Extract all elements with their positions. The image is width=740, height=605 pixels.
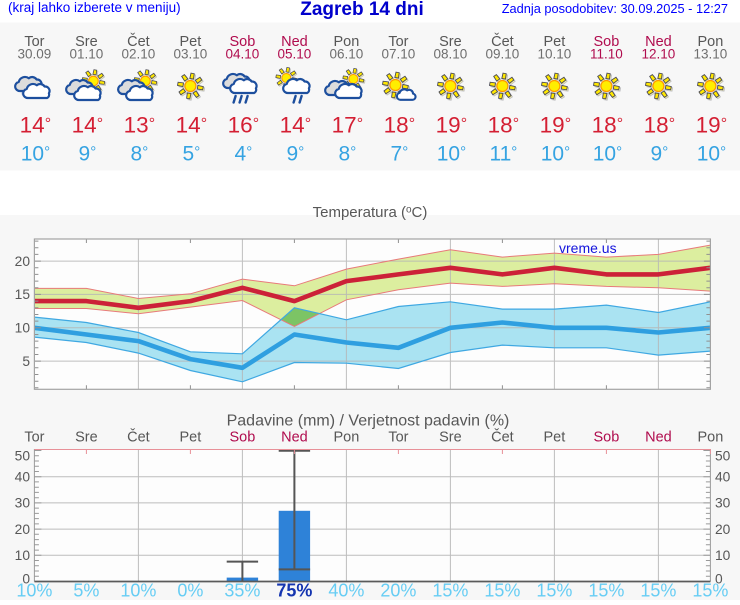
svg-text:10: 10 — [715, 548, 731, 563]
svg-text:20: 20 — [15, 254, 31, 269]
svg-text:10%: 10% — [16, 581, 52, 601]
svg-text:Pon: Pon — [333, 34, 359, 50]
svg-text:0: 0 — [22, 571, 30, 586]
svg-text:03.10: 03.10 — [174, 47, 208, 62]
svg-text:Pon: Pon — [697, 430, 723, 446]
svg-text:9°: 9° — [79, 143, 97, 166]
svg-text:9°: 9° — [651, 143, 669, 166]
svg-text:35%: 35% — [224, 581, 260, 601]
svg-text:Čet: Čet — [127, 429, 150, 446]
svg-text:10°: 10° — [697, 143, 726, 166]
svg-text:8°: 8° — [131, 143, 149, 166]
svg-text:10°: 10° — [437, 143, 466, 166]
svg-text:40: 40 — [15, 470, 31, 485]
svg-text:15%: 15% — [640, 581, 676, 601]
svg-text:01.10: 01.10 — [70, 47, 104, 62]
svg-text:Čet: Čet — [127, 33, 150, 50]
svg-text:15%: 15% — [536, 581, 572, 601]
svg-text:02.10: 02.10 — [122, 47, 156, 62]
svg-text:Zadnja posodobitev: 30.09.2025: Zadnja posodobitev: 30.09.2025 - 12:27 — [502, 1, 728, 16]
svg-text:(kraj lahko izberete v meniju): (kraj lahko izberete v meniju) — [8, 0, 181, 15]
svg-text:9°: 9° — [287, 143, 305, 166]
svg-text:15: 15 — [15, 287, 31, 302]
svg-text:Pet: Pet — [180, 430, 202, 446]
svg-text:20: 20 — [15, 522, 31, 537]
svg-text:08.10: 08.10 — [434, 47, 468, 62]
svg-text:75%: 75% — [276, 581, 312, 601]
svg-text:40%: 40% — [328, 581, 364, 601]
svg-text:10°: 10° — [593, 143, 622, 166]
svg-text:5%: 5% — [73, 581, 99, 601]
svg-text:12.10: 12.10 — [642, 47, 676, 62]
svg-text:5: 5 — [22, 354, 30, 369]
svg-text:05.10: 05.10 — [278, 47, 312, 62]
svg-text:Pon: Pon — [333, 430, 359, 446]
svg-text:Sre: Sre — [439, 34, 462, 50]
svg-text:15%: 15% — [692, 581, 728, 601]
svg-text:Pet: Pet — [544, 430, 566, 446]
svg-text:20: 20 — [715, 522, 731, 537]
svg-text:30: 30 — [15, 496, 31, 511]
svg-text:15%: 15% — [588, 581, 624, 601]
svg-text:Čet: Čet — [491, 33, 514, 50]
svg-text:Temperatura (oC): Temperatura (oC) — [313, 204, 428, 221]
svg-text:30.09: 30.09 — [18, 47, 52, 62]
svg-text:4°: 4° — [235, 143, 253, 166]
svg-text:50: 50 — [715, 448, 731, 463]
svg-text:10.10: 10.10 — [538, 47, 572, 62]
svg-text:Sre: Sre — [439, 430, 462, 446]
svg-text:11°: 11° — [489, 143, 517, 166]
svg-text:Tor: Tor — [388, 34, 408, 50]
svg-text:Ned: Ned — [645, 34, 672, 50]
svg-text:10°: 10° — [21, 143, 50, 166]
svg-text:10%: 10% — [120, 581, 156, 601]
svg-text:19°: 19° — [540, 113, 571, 138]
svg-text:40: 40 — [715, 470, 731, 485]
svg-text:Tor: Tor — [24, 34, 44, 50]
svg-text:Sob: Sob — [229, 430, 255, 446]
svg-text:7°: 7° — [391, 143, 409, 166]
svg-text:Pet: Pet — [180, 34, 202, 50]
svg-text:Sre: Sre — [75, 430, 98, 446]
svg-text:30: 30 — [715, 496, 731, 511]
svg-text:Tor: Tor — [24, 430, 44, 446]
svg-text:10: 10 — [15, 548, 31, 563]
svg-text:Padavine (mm) / Verjetnost pad: Padavine (mm) / Verjetnost padavin (%) — [227, 413, 510, 430]
svg-text:04.10: 04.10 — [226, 47, 260, 62]
svg-text:10°: 10° — [541, 143, 570, 166]
svg-text:15%: 15% — [432, 581, 468, 601]
svg-text:Sre: Sre — [75, 34, 98, 50]
svg-text:Ned: Ned — [281, 34, 308, 50]
svg-text:Tor: Tor — [388, 430, 408, 446]
svg-text:Pet: Pet — [544, 34, 566, 50]
svg-text:13.10: 13.10 — [694, 47, 728, 62]
svg-text:50: 50 — [15, 448, 31, 463]
svg-text:Pon: Pon — [697, 34, 723, 50]
svg-text:Sob: Sob — [593, 430, 619, 446]
svg-text:07.10: 07.10 — [382, 47, 416, 62]
svg-text:Sob: Sob — [229, 34, 255, 50]
svg-text:0: 0 — [715, 571, 723, 586]
svg-text:Čet: Čet — [491, 429, 514, 446]
svg-text:Zagreb 14 dni: Zagreb 14 dni — [300, 0, 424, 20]
svg-text:06.10: 06.10 — [330, 47, 364, 62]
svg-text:0%: 0% — [177, 581, 203, 601]
svg-text:09.10: 09.10 — [486, 47, 520, 62]
svg-text:15%: 15% — [484, 581, 520, 601]
svg-text:Ned: Ned — [281, 430, 308, 446]
svg-text:11.10: 11.10 — [590, 47, 623, 62]
svg-text:10: 10 — [15, 321, 31, 336]
svg-text:Sob: Sob — [593, 34, 619, 50]
svg-text:20%: 20% — [380, 581, 416, 601]
svg-text:8°: 8° — [339, 143, 357, 166]
svg-text:vreme.us: vreme.us — [559, 240, 617, 256]
svg-text:Ned: Ned — [645, 430, 672, 446]
svg-text:5°: 5° — [183, 143, 201, 166]
